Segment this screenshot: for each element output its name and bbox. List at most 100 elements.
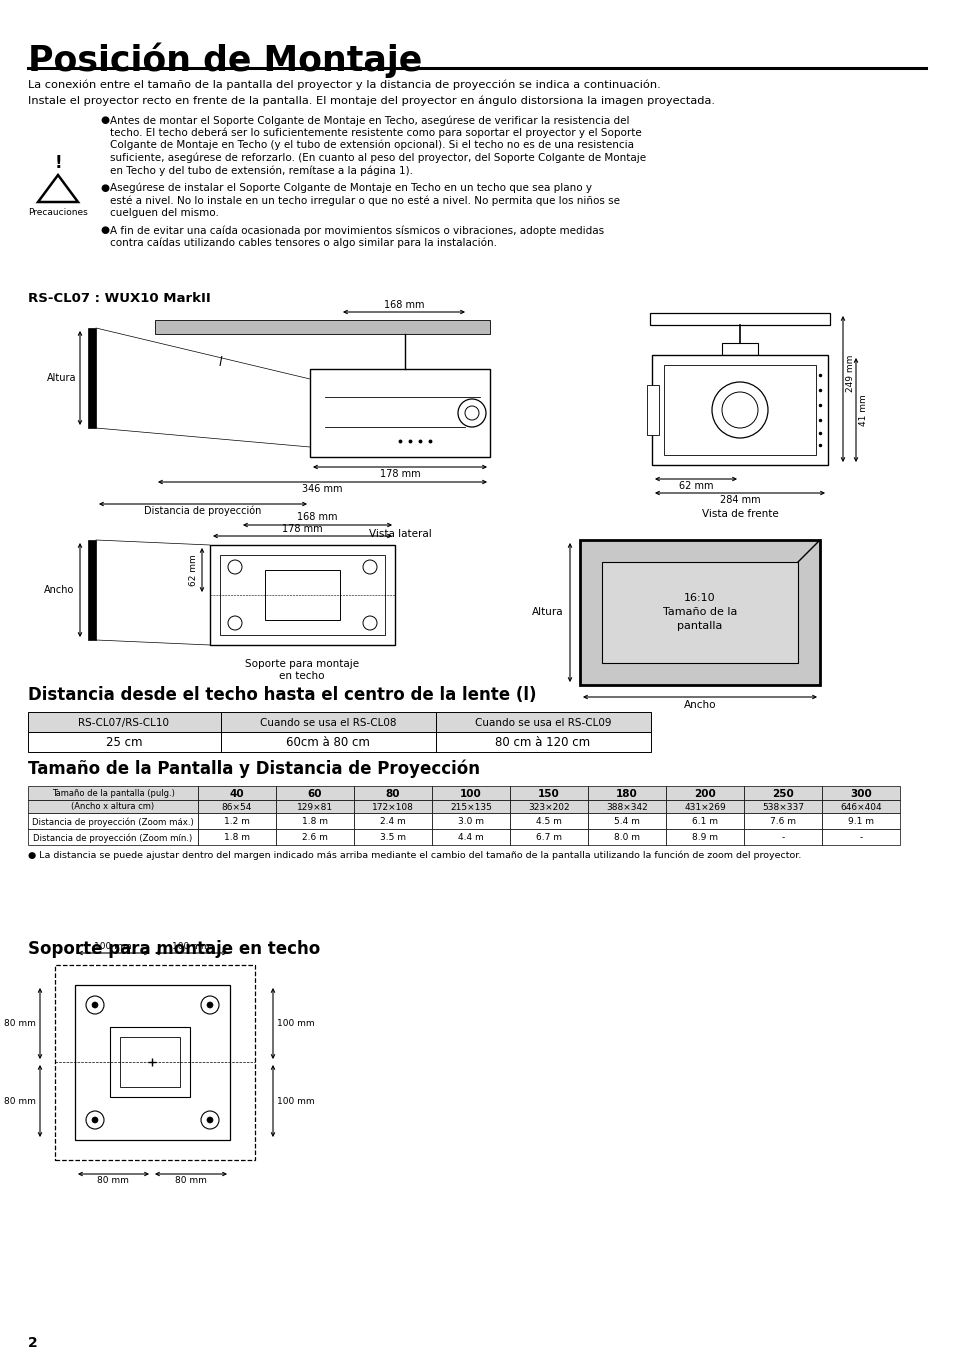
Text: 100 mm: 100 mm bbox=[172, 942, 210, 951]
Bar bbox=[275, 829, 354, 845]
Bar bbox=[28, 800, 198, 812]
Text: 86×54: 86×54 bbox=[222, 803, 252, 811]
Bar bbox=[275, 787, 354, 800]
Bar bbox=[743, 800, 821, 812]
Text: Altura: Altura bbox=[532, 607, 563, 617]
Bar bbox=[665, 812, 743, 829]
Text: Vista de frente: Vista de frente bbox=[700, 509, 778, 519]
Text: 300: 300 bbox=[849, 789, 871, 799]
Text: 3.0 m: 3.0 m bbox=[457, 818, 483, 826]
Text: esté a nivel. No lo instale en un techo irregular o que no esté a nivel. No perm: esté a nivel. No lo instale en un techo … bbox=[110, 195, 619, 206]
Text: 80 mm: 80 mm bbox=[4, 1018, 36, 1028]
Bar bbox=[587, 800, 665, 812]
Text: 250: 250 bbox=[771, 789, 793, 799]
Text: Cuando se usa el RS-CL09: Cuando se usa el RS-CL09 bbox=[475, 718, 611, 728]
Circle shape bbox=[91, 1002, 98, 1007]
Text: Ancho: Ancho bbox=[44, 585, 74, 594]
Text: 80 mm: 80 mm bbox=[97, 1177, 129, 1185]
Text: 168 mm: 168 mm bbox=[296, 512, 337, 523]
Text: La conexión entre el tamaño de la pantalla del proyector y la distancia de proye: La conexión entre el tamaño de la pantal… bbox=[28, 80, 660, 91]
Bar bbox=[28, 733, 221, 751]
Text: 80: 80 bbox=[385, 789, 400, 799]
Text: 62 mm: 62 mm bbox=[678, 481, 713, 492]
Bar bbox=[75, 984, 230, 1140]
Circle shape bbox=[207, 1117, 213, 1122]
Bar bbox=[210, 546, 395, 645]
Bar bbox=[510, 800, 587, 812]
Bar bbox=[354, 787, 432, 800]
Text: 8.9 m: 8.9 m bbox=[691, 834, 718, 842]
Text: 388×342: 388×342 bbox=[605, 803, 647, 811]
Text: 4.5 m: 4.5 m bbox=[536, 818, 561, 826]
Text: Precauciones: Precauciones bbox=[28, 209, 88, 217]
Bar bbox=[587, 812, 665, 829]
Bar bbox=[198, 787, 275, 800]
Text: 6.1 m: 6.1 m bbox=[691, 818, 718, 826]
Bar bbox=[28, 787, 198, 800]
Text: 180: 180 bbox=[616, 789, 638, 799]
Text: Vista lateral: Vista lateral bbox=[368, 529, 431, 539]
Text: (Ancho x altura cm): (Ancho x altura cm) bbox=[71, 803, 154, 811]
Bar bbox=[663, 366, 815, 455]
Text: 100: 100 bbox=[459, 789, 481, 799]
Text: 1.2 m: 1.2 m bbox=[224, 818, 250, 826]
Text: 3.5 m: 3.5 m bbox=[379, 834, 406, 842]
Text: Asegúrese de instalar el Soporte Colgante de Montaje en Techo en un techo que se: Asegúrese de instalar el Soporte Colgant… bbox=[110, 183, 592, 194]
Text: Distancia de proyección (Zoom máx.): Distancia de proyección (Zoom máx.) bbox=[32, 818, 193, 827]
Bar bbox=[821, 812, 899, 829]
Text: 2: 2 bbox=[28, 1336, 38, 1350]
Text: Tamaño de la Pantalla y Distancia de Proyección: Tamaño de la Pantalla y Distancia de Pro… bbox=[28, 760, 479, 779]
Bar bbox=[651, 355, 827, 464]
Text: -: - bbox=[781, 834, 783, 842]
Text: 2.4 m: 2.4 m bbox=[379, 818, 405, 826]
Bar bbox=[665, 800, 743, 812]
Text: Altura: Altura bbox=[47, 372, 76, 383]
Bar bbox=[310, 370, 490, 458]
Bar bbox=[220, 555, 385, 635]
Text: 80 cm à 120 cm: 80 cm à 120 cm bbox=[495, 737, 590, 750]
Bar bbox=[821, 829, 899, 845]
Text: 168 mm: 168 mm bbox=[383, 301, 424, 310]
Bar bbox=[436, 712, 650, 733]
Bar bbox=[198, 829, 275, 845]
Bar bbox=[88, 328, 96, 428]
Text: 4.4 m: 4.4 m bbox=[457, 834, 483, 842]
Text: ●: ● bbox=[100, 183, 109, 192]
Text: 40: 40 bbox=[230, 789, 244, 799]
Bar bbox=[354, 800, 432, 812]
Text: 129×81: 129×81 bbox=[296, 803, 333, 811]
Text: Soporte para montaje
en techo: Soporte para montaje en techo bbox=[245, 659, 358, 681]
Text: l: l bbox=[218, 356, 221, 370]
Bar bbox=[265, 570, 339, 620]
Text: Colgante de Montaje en Techo (y el tubo de extensión opcional). Si el techo no e: Colgante de Montaje en Techo (y el tubo … bbox=[110, 139, 634, 150]
Text: 16:10
Tamaño de la
pantalla: 16:10 Tamaño de la pantalla bbox=[662, 593, 737, 631]
Text: 25 cm: 25 cm bbox=[106, 737, 142, 750]
Bar bbox=[432, 787, 510, 800]
Bar bbox=[510, 812, 587, 829]
Text: 200: 200 bbox=[694, 789, 715, 799]
Text: 284 mm: 284 mm bbox=[719, 496, 760, 505]
Text: Ancho: Ancho bbox=[683, 700, 716, 709]
Text: 2.6 m: 2.6 m bbox=[302, 834, 328, 842]
Text: ● La distancia se puede ajustar dentro del margen indicado más arriba mediante e: ● La distancia se puede ajustar dentro d… bbox=[28, 850, 801, 860]
Bar bbox=[510, 787, 587, 800]
Text: 323×202: 323×202 bbox=[528, 803, 569, 811]
Bar bbox=[432, 800, 510, 812]
Text: !: ! bbox=[54, 154, 62, 172]
Text: 172×108: 172×108 bbox=[372, 803, 414, 811]
Text: 100 mm: 100 mm bbox=[276, 1018, 314, 1028]
Text: 62 mm: 62 mm bbox=[189, 554, 198, 586]
Text: 646×404: 646×404 bbox=[840, 803, 881, 811]
Bar bbox=[221, 712, 436, 733]
Bar bbox=[665, 829, 743, 845]
Bar bbox=[743, 829, 821, 845]
Circle shape bbox=[207, 1002, 213, 1007]
Text: 178 mm: 178 mm bbox=[379, 468, 420, 479]
Bar bbox=[721, 343, 758, 355]
Text: Cuando se usa el RS-CL08: Cuando se usa el RS-CL08 bbox=[259, 718, 395, 728]
Text: Instale el proyector recto en frente de la pantalla. El montaje del proyector en: Instale el proyector recto en frente de … bbox=[28, 95, 714, 106]
Text: 150: 150 bbox=[537, 789, 559, 799]
Text: 41 mm: 41 mm bbox=[858, 394, 867, 427]
Text: 178 mm: 178 mm bbox=[281, 524, 322, 533]
Bar bbox=[821, 800, 899, 812]
